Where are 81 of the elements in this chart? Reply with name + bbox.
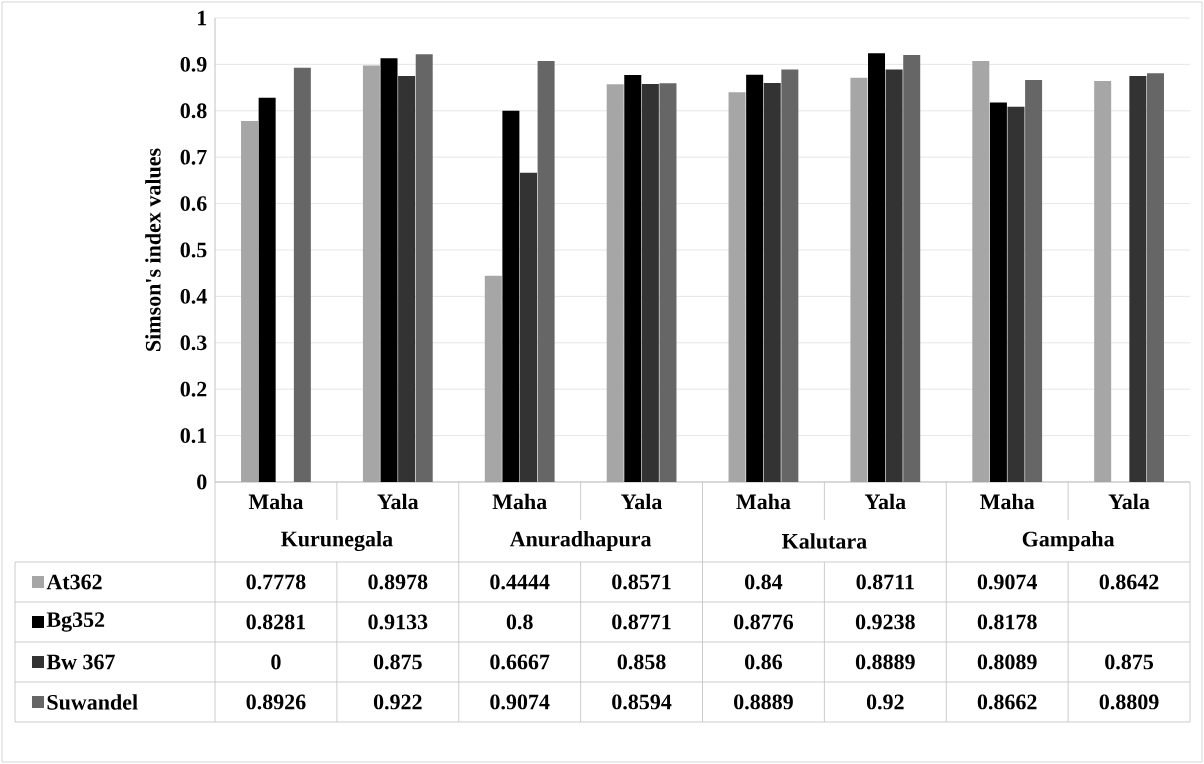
bar <box>903 55 921 482</box>
data-label: 0.8776 <box>734 614 794 630</box>
bar <box>1007 106 1025 482</box>
y-tick-label: 0.4 <box>180 288 207 304</box>
data-label: 0 <box>271 654 281 670</box>
data-label: 0.9133 <box>368 614 428 630</box>
data-label: 0.86 <box>745 654 783 670</box>
bar <box>624 75 642 482</box>
data-label: 0.8594 <box>612 694 672 710</box>
bar <box>1146 73 1164 482</box>
bar <box>398 75 416 482</box>
x-tick-label: Maha <box>248 493 304 510</box>
data-label: 0.8662 <box>977 694 1037 710</box>
data-label: 0.8978 <box>368 574 428 590</box>
x-tick-label: Maha <box>492 493 547 510</box>
data-label: 0.8889 <box>855 654 915 670</box>
data-label: 0.6667 <box>490 654 550 670</box>
x-tick-label: Yala <box>621 493 663 510</box>
data-label: 0.8809 <box>1099 694 1159 710</box>
legend-label: Bw 367 <box>46 654 115 670</box>
bar <box>1129 75 1147 482</box>
bar <box>537 60 555 482</box>
y-tick-label: 0.2 <box>180 381 207 397</box>
bar <box>659 83 677 482</box>
x-tick-label: Yala <box>377 493 419 510</box>
data-label: 0.7778 <box>246 574 306 590</box>
legend-label: Bg352 <box>46 612 105 632</box>
legend-label: Suwandel <box>47 694 138 710</box>
data-label: 0.8711 <box>856 574 914 590</box>
data-label: 0.8 <box>506 614 533 630</box>
bar <box>502 110 520 482</box>
data-label: 0.9074 <box>977 574 1038 590</box>
bar <box>415 54 433 482</box>
y-axis-title: Simson's index values <box>145 148 161 351</box>
data-label: 0.8642 <box>1099 574 1159 590</box>
data-label: 0.84 <box>745 574 783 590</box>
data-label: 0.92 <box>866 694 904 710</box>
bar <box>258 97 276 482</box>
data-label: 0.858 <box>617 654 666 670</box>
x-tick-label: Yala <box>1108 493 1150 510</box>
bar <box>781 69 799 482</box>
bar <box>520 172 537 482</box>
x-tick-label: Yala <box>864 493 906 510</box>
bar <box>763 82 781 482</box>
y-tick-label: 0.3 <box>180 335 207 351</box>
bar <box>1025 80 1043 482</box>
text: Kurunegala <box>281 530 393 552</box>
y-tick-label: 0.9 <box>180 56 207 72</box>
data-label: 0.922 <box>373 694 422 710</box>
x-tick-label: Maha <box>736 493 791 510</box>
data-label: 0.875 <box>1105 654 1154 670</box>
y-tick-label: 0.5 <box>180 242 207 258</box>
text: Gampaha <box>1022 531 1115 551</box>
data-label: 0.9238 <box>855 614 915 630</box>
y-tick-label: 1 <box>198 10 207 26</box>
data-label: 0.875 <box>373 654 422 670</box>
text: Kalutara <box>781 533 867 549</box>
bar <box>746 74 764 482</box>
y-tick-label: 0 <box>197 474 207 490</box>
data-label: 0.4444 <box>490 574 550 590</box>
y-tick-label: 0.8 <box>180 103 207 119</box>
bar <box>868 53 886 482</box>
legend-label: At362 <box>46 574 102 590</box>
data-label: 0.8281 <box>246 614 306 630</box>
y-tick-label: 0.1 <box>180 428 207 444</box>
bar <box>380 58 398 482</box>
data-label: 0.8089 <box>977 654 1037 670</box>
data-label: 0.8571 <box>612 574 671 590</box>
bar <box>641 83 659 482</box>
y-tick-label: 0.6 <box>180 196 207 212</box>
bar <box>293 67 311 482</box>
data-label: 0.8889 <box>734 694 793 710</box>
bar <box>989 102 1007 482</box>
y-tick-label: 0.7 <box>180 149 207 165</box>
data-label: 0.8771 <box>612 614 671 630</box>
bar <box>885 69 903 482</box>
text: Anuradhapura <box>509 531 652 551</box>
data-label: 0.8178 <box>977 614 1037 630</box>
data-label: 0.8926 <box>246 694 306 710</box>
data-label: 0.9074 <box>490 694 550 710</box>
x-tick-label: Maha <box>980 493 1035 510</box>
